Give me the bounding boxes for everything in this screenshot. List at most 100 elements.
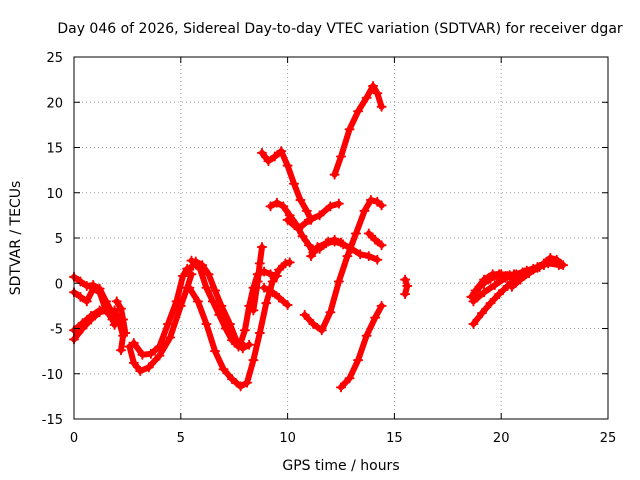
series-seg24 xyxy=(400,274,413,300)
data-point xyxy=(271,271,282,282)
data-point xyxy=(363,251,374,262)
data-point xyxy=(186,255,197,266)
data-point xyxy=(301,205,312,216)
data-point xyxy=(376,200,387,211)
series-line xyxy=(338,302,385,391)
y-tick-label: 20 xyxy=(46,96,63,111)
y-tick-label: 0 xyxy=(55,277,63,292)
data-point xyxy=(248,305,259,316)
data-point xyxy=(207,296,218,307)
data-point xyxy=(267,287,278,298)
data-point xyxy=(329,169,340,180)
data-point xyxy=(299,309,310,320)
data-point xyxy=(162,318,173,329)
data-point xyxy=(254,258,265,269)
x-tick-label: 10 xyxy=(279,431,296,446)
data-point xyxy=(109,305,120,316)
data-point xyxy=(256,242,267,253)
data-point xyxy=(218,364,229,375)
data-point xyxy=(308,318,319,329)
data-point xyxy=(143,362,154,373)
series-line xyxy=(113,298,129,336)
data-point xyxy=(350,228,361,239)
data-point xyxy=(295,194,306,205)
data-point xyxy=(376,101,387,112)
data-point xyxy=(242,377,253,388)
data-point xyxy=(494,289,505,300)
data-point xyxy=(485,298,496,309)
series-line xyxy=(261,284,291,308)
data-point xyxy=(372,88,383,99)
data-point xyxy=(545,252,556,263)
data-point xyxy=(256,147,267,158)
series-seg2 xyxy=(69,283,120,330)
data-point xyxy=(101,303,112,314)
data-point xyxy=(289,178,300,189)
data-point xyxy=(203,269,214,280)
data-point xyxy=(314,243,325,254)
series-line xyxy=(250,244,265,314)
data-point xyxy=(271,197,282,208)
data-point xyxy=(297,231,308,242)
data-point xyxy=(224,328,235,339)
y-tick-label: 5 xyxy=(55,232,63,247)
data-point xyxy=(201,282,212,293)
data-point xyxy=(303,240,314,251)
data-point xyxy=(538,258,549,269)
data-point xyxy=(94,305,105,316)
data-point xyxy=(489,280,500,291)
data-point xyxy=(376,240,387,251)
series-seg12 xyxy=(224,266,282,348)
data-point xyxy=(244,339,255,350)
data-point xyxy=(154,350,165,361)
data-point xyxy=(353,106,364,117)
data-point xyxy=(165,332,176,343)
data-point xyxy=(195,263,206,274)
data-point xyxy=(265,201,276,212)
data-point xyxy=(333,276,344,287)
x-tick-label: 0 xyxy=(70,431,78,446)
data-point xyxy=(274,264,285,275)
series-line xyxy=(71,305,109,334)
series-seg8 xyxy=(128,263,193,360)
data-point xyxy=(220,323,231,334)
data-point xyxy=(282,160,293,171)
series-seg14 xyxy=(259,282,293,310)
y-tick-label: 25 xyxy=(46,51,63,66)
data-point xyxy=(361,92,372,103)
data-point xyxy=(135,366,146,377)
data-point xyxy=(355,249,366,260)
data-point xyxy=(75,276,86,287)
series-seg10 xyxy=(186,255,244,352)
data-point xyxy=(118,330,129,341)
data-point xyxy=(400,274,411,285)
data-point xyxy=(261,298,272,309)
data-point xyxy=(370,312,381,323)
data-point xyxy=(111,296,122,307)
data-point xyxy=(344,373,355,384)
data-point xyxy=(175,300,186,311)
data-point xyxy=(235,337,246,348)
data-point xyxy=(115,345,126,356)
data-point xyxy=(532,262,543,273)
data-point xyxy=(254,328,265,339)
data-point xyxy=(293,223,304,234)
data-point xyxy=(209,285,220,296)
data-point xyxy=(259,282,270,293)
data-point xyxy=(306,251,317,262)
series-seg13 xyxy=(248,242,267,316)
data-point xyxy=(314,210,325,221)
series-seg4 xyxy=(69,303,112,336)
y-tick-label: -10 xyxy=(42,368,63,383)
data-point xyxy=(128,357,139,368)
data-point xyxy=(75,291,86,302)
data-point xyxy=(248,355,259,366)
chart-title: Day 046 of 2026, Sidereal Day-to-day VTE… xyxy=(57,21,623,37)
data-point xyxy=(353,355,364,366)
data-point xyxy=(515,274,526,285)
data-point xyxy=(269,151,280,162)
series-seg23 xyxy=(363,228,387,251)
data-point xyxy=(145,348,156,359)
axis-ticks xyxy=(73,56,609,420)
